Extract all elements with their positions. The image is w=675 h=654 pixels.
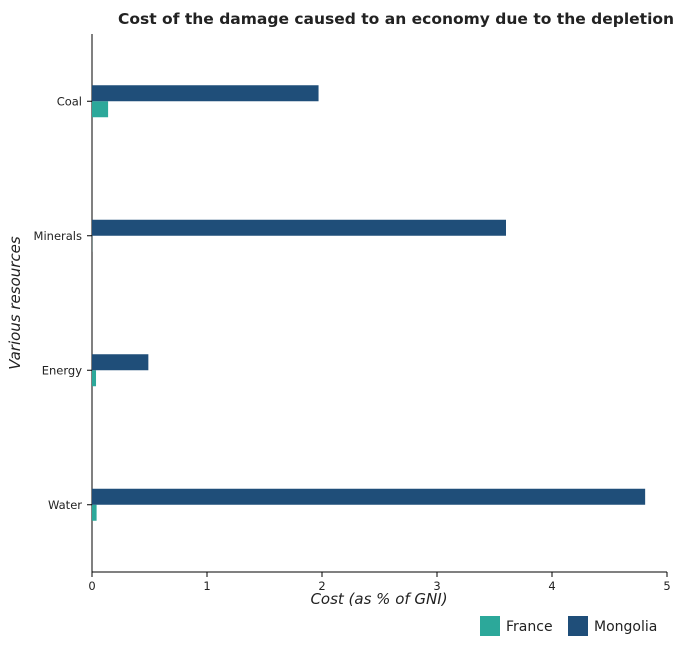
y-tick-label: Coal — [57, 94, 82, 108]
chart-title: Cost of the damage caused to an economy … — [118, 10, 675, 28]
x-tick-label: 5 — [663, 579, 670, 593]
y-tick-label: Water — [48, 498, 82, 512]
bar-france-coal — [92, 101, 108, 117]
bar-france-water — [92, 505, 97, 521]
legend-label-mongolia: Mongolia — [594, 619, 657, 635]
x-tick-label: 4 — [548, 579, 555, 593]
legend: France Mongolia — [480, 616, 657, 636]
legend-swatch-france — [480, 616, 500, 636]
x-tick-label: 1 — [203, 579, 210, 593]
legend-label-france: France — [506, 619, 553, 635]
legend-swatch-mongolia — [568, 616, 588, 636]
y-axis-ticks: Coal Minerals Energy Water — [34, 94, 92, 512]
x-tick-label: 0 — [88, 579, 95, 593]
y-tick-label: Energy — [42, 363, 82, 377]
bar-france-energy — [92, 370, 96, 386]
bar-mongolia-minerals — [92, 220, 506, 236]
bars — [92, 85, 645, 521]
bar-mongolia-energy — [92, 354, 148, 370]
bar-mongolia-coal — [92, 85, 319, 101]
bar-mongolia-water — [92, 489, 645, 505]
x-axis-label: Cost (as % of GNI) — [310, 590, 447, 608]
y-axis-label: Various resources — [6, 236, 24, 370]
y-tick-label: Minerals — [34, 229, 82, 243]
